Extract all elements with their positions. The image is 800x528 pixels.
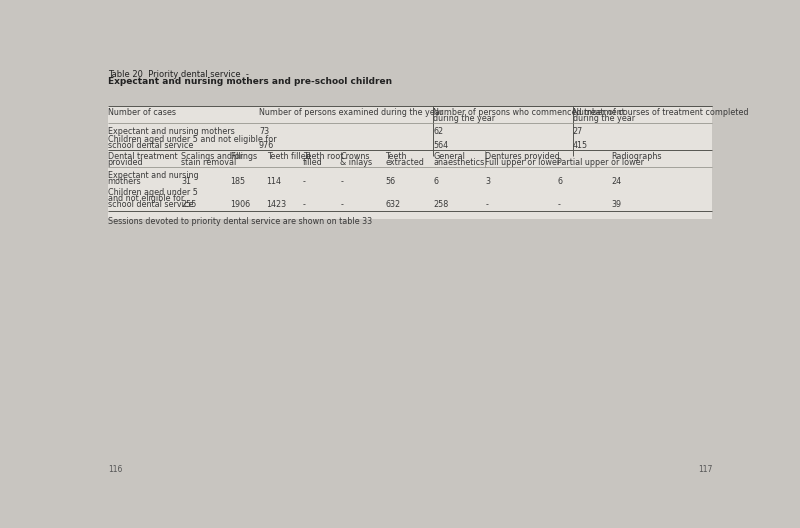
Text: Number of persons examined during the year: Number of persons examined during the ye… [259,108,443,117]
Text: Dental treatment: Dental treatment [108,152,178,161]
Text: General: General [434,152,465,161]
Text: Expectant and nursing: Expectant and nursing [108,171,198,180]
Text: Teeth filled: Teeth filled [266,152,310,161]
Text: 116: 116 [108,465,122,474]
Text: 6: 6 [434,177,438,186]
Text: 39: 39 [611,201,622,210]
Text: 27: 27 [573,127,583,136]
Text: 3: 3 [485,177,490,186]
Text: -: - [303,201,306,210]
Text: 73: 73 [259,127,269,136]
Text: Scalings and/or: Scalings and/or [182,152,243,161]
Text: 114: 114 [266,177,282,186]
Text: -: - [558,201,560,210]
Text: 255: 255 [182,201,197,210]
Text: stain removal: stain removal [182,158,237,167]
Text: anaesthetics: anaesthetics [434,158,485,167]
Text: 56: 56 [386,177,395,186]
Text: -: - [340,177,343,186]
Text: Number of courses of treatment completed: Number of courses of treatment completed [573,108,748,117]
Text: Table 20  Priority dental service  -: Table 20 Priority dental service - [108,70,249,79]
Text: Sessions devoted to priority dental service are shown on table 33: Sessions devoted to priority dental serv… [108,218,372,227]
Text: extracted: extracted [386,158,424,167]
Text: -: - [485,201,488,210]
Text: Number of cases: Number of cases [108,108,176,117]
Text: Children aged under 5: Children aged under 5 [108,188,198,197]
Text: & inlays: & inlays [340,158,372,167]
Text: Crowns: Crowns [340,152,370,161]
Text: -: - [340,201,343,210]
Text: Radiographs: Radiographs [611,152,662,161]
Text: -: - [303,177,306,186]
Text: 24: 24 [611,177,622,186]
Text: 185: 185 [230,177,246,186]
Text: Expectant and nursing mothers and pre-school children: Expectant and nursing mothers and pre-sc… [108,77,392,86]
Text: Full upper or lower: Full upper or lower [485,158,561,167]
Text: 632: 632 [386,201,400,210]
Text: during the year: during the year [434,114,495,123]
Text: Teeth root: Teeth root [303,152,343,161]
Text: 1906: 1906 [230,201,250,210]
Text: Partial upper or lower: Partial upper or lower [558,158,644,167]
Text: Children aged under 5 and not eligible for: Children aged under 5 and not eligible f… [108,135,276,144]
Text: Dentures provided: Dentures provided [485,152,560,161]
Text: Number of persons who commenced treatment: Number of persons who commenced treatmen… [434,108,625,117]
Text: 258: 258 [434,201,449,210]
Text: filled: filled [303,158,323,167]
Text: provided: provided [108,158,143,167]
Text: 1423: 1423 [266,201,286,210]
Text: Teeth: Teeth [386,152,406,161]
Text: and not eligible for: and not eligible for [108,194,184,203]
Text: 415: 415 [573,141,588,150]
Text: 564: 564 [434,141,448,150]
Text: school dental service: school dental service [108,201,193,210]
Text: mothers: mothers [108,177,142,186]
Text: 117: 117 [698,465,712,474]
Text: 31: 31 [182,177,191,186]
Text: school dental service: school dental service [108,141,193,150]
Text: Fillings: Fillings [230,152,258,161]
Text: 6: 6 [558,177,562,186]
Text: 976: 976 [259,141,274,150]
Text: during the year: during the year [573,114,635,123]
Bar [108,106,712,219]
Text: Expectant and nursing mothers: Expectant and nursing mothers [108,127,234,136]
Text: 62: 62 [434,127,443,136]
